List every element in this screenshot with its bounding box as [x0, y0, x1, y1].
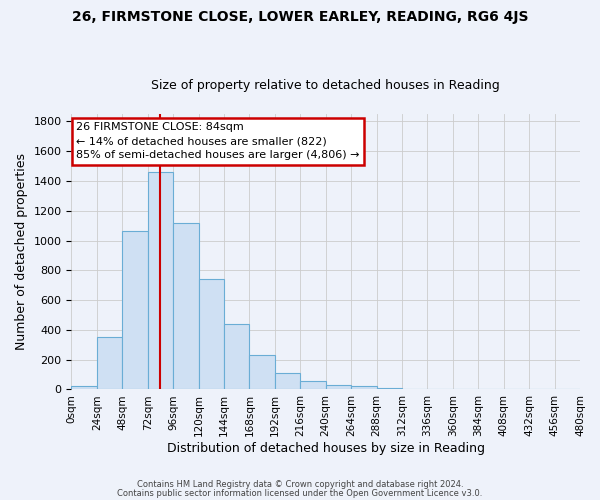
Bar	[148, 172, 173, 390]
Bar	[71, 386, 97, 390]
Bar	[300, 382, 326, 390]
Bar	[275, 373, 300, 390]
Bar	[173, 224, 199, 390]
Bar	[199, 278, 224, 390]
Y-axis label: Number of detached properties: Number of detached properties	[15, 153, 28, 350]
Title: Size of property relative to detached houses in Reading: Size of property relative to detached ho…	[151, 79, 500, 92]
Bar	[250, 355, 275, 390]
Bar	[351, 386, 377, 390]
Text: 26 FIRMSTONE CLOSE: 84sqm
← 14% of detached houses are smaller (822)
85% of semi: 26 FIRMSTONE CLOSE: 84sqm ← 14% of detac…	[76, 122, 360, 160]
Text: 26, FIRMSTONE CLOSE, LOWER EARLEY, READING, RG6 4JS: 26, FIRMSTONE CLOSE, LOWER EARLEY, READI…	[72, 10, 528, 24]
Bar	[122, 231, 148, 390]
Text: Contains public sector information licensed under the Open Government Licence v3: Contains public sector information licen…	[118, 488, 482, 498]
Bar	[377, 388, 402, 390]
X-axis label: Distribution of detached houses by size in Reading: Distribution of detached houses by size …	[167, 442, 485, 455]
Bar	[224, 324, 250, 390]
Bar	[97, 336, 122, 390]
Bar	[402, 388, 427, 390]
Text: Contains HM Land Registry data © Crown copyright and database right 2024.: Contains HM Land Registry data © Crown c…	[137, 480, 463, 489]
Bar	[326, 385, 351, 390]
